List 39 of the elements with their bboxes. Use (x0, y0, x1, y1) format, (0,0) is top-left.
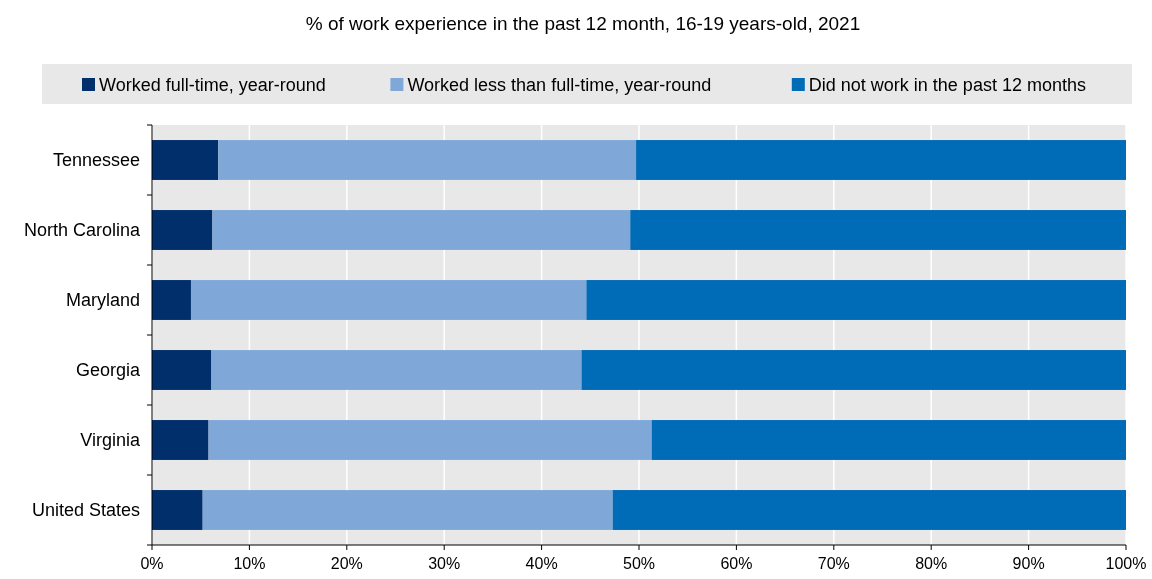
y-tick-label: North Carolina (23, 220, 141, 241)
x-tick-label: 10% (233, 555, 266, 572)
y-tick-label: Tennessee (52, 150, 140, 171)
bar (651, 420, 1126, 460)
y-tick-label: Georgia (75, 360, 141, 381)
legend-label: Worked full-time, year-round (99, 75, 326, 95)
bar (211, 350, 582, 390)
bar (152, 210, 213, 250)
bar (212, 210, 631, 250)
x-tick-label: 0% (140, 555, 164, 572)
bar (630, 210, 1126, 250)
bar (586, 280, 1126, 320)
x-tick-label: 90% (1012, 555, 1045, 572)
bar (152, 280, 191, 320)
bar (636, 140, 1126, 180)
bar (190, 280, 587, 320)
y-tick-label: Virginia (80, 430, 141, 451)
bar (208, 420, 652, 460)
y-tick-label: United States (31, 500, 140, 521)
bar (218, 140, 637, 180)
x-tick-label: 100% (1105, 555, 1147, 572)
x-tick-label: 20% (330, 555, 363, 572)
legend-label: Did not work in the past 12 months (808, 75, 1086, 95)
bar (202, 490, 613, 530)
x-tick-label: 50% (622, 555, 656, 572)
x-tick-label: 80% (915, 555, 948, 572)
y-tick-label: Maryland (65, 290, 140, 311)
bar (581, 350, 1126, 390)
chart-title: % of work experience in the past 12 month, 16-19 years-old, 2021 (305, 13, 861, 34)
x-tick-label: 70% (817, 555, 850, 572)
x-tick-label: 40% (525, 555, 558, 572)
legend-label: Worked less than full-time, year-round (407, 75, 712, 95)
x-tick-label: 60% (720, 555, 753, 572)
bar (152, 490, 203, 530)
bar (612, 490, 1126, 530)
bar (152, 350, 212, 390)
x-tick-label: 30% (428, 555, 461, 572)
bar (152, 140, 219, 180)
bar (152, 420, 209, 460)
